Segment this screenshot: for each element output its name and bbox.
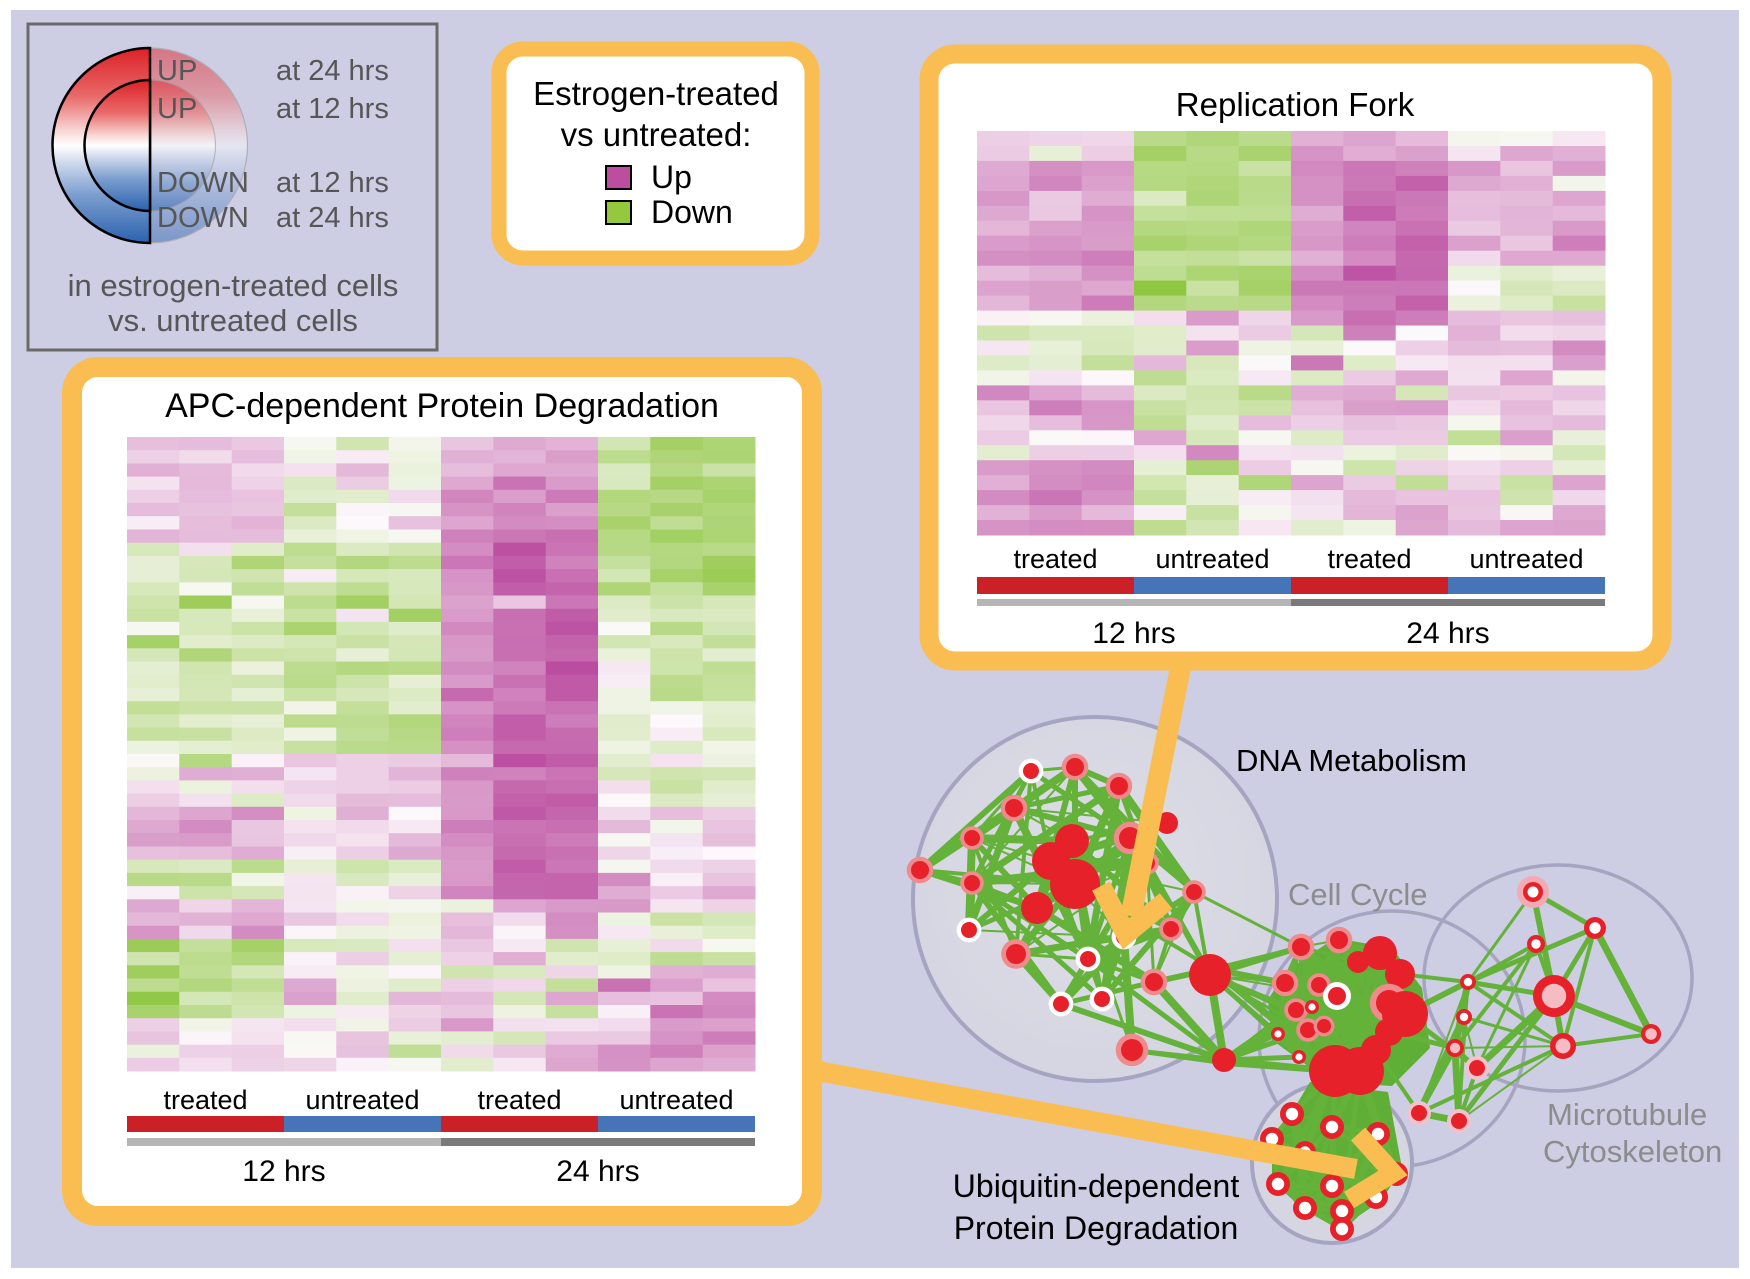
svg-text:UP: UP	[157, 93, 197, 125]
svg-text:in estrogen-treated cells: in estrogen-treated cells	[68, 268, 399, 303]
svg-text:untreated: untreated	[619, 1085, 733, 1115]
svg-text:DNA Metabolism: DNA Metabolism	[1236, 743, 1467, 778]
svg-text:treated: treated	[1327, 544, 1411, 574]
svg-text:at 12 hrs: at 12 hrs	[276, 167, 389, 199]
svg-text:at 24 hrs: at 24 hrs	[276, 55, 389, 87]
svg-text:12 hrs: 12 hrs	[1092, 617, 1175, 650]
svg-text:Up: Up	[651, 159, 692, 195]
svg-text:24 hrs: 24 hrs	[1406, 617, 1489, 650]
svg-text:Microtubule: Microtubule	[1547, 1097, 1707, 1132]
svg-text:treated: treated	[163, 1085, 247, 1115]
svg-text:vs. untreated cells: vs. untreated cells	[108, 303, 358, 338]
svg-text:Cell Cycle: Cell Cycle	[1288, 877, 1428, 912]
svg-text:UP: UP	[157, 55, 197, 87]
svg-text:Down: Down	[651, 194, 733, 230]
svg-text:APC-dependent Protein Degradat: APC-dependent Protein Degradation	[165, 387, 719, 425]
svg-text:24 hrs: 24 hrs	[556, 1155, 639, 1188]
svg-text:DOWN: DOWN	[157, 202, 249, 234]
svg-text:DOWN: DOWN	[157, 167, 249, 199]
svg-text:12 hrs: 12 hrs	[242, 1155, 325, 1188]
svg-text:Protein Degradation: Protein Degradation	[954, 1210, 1239, 1246]
svg-text:untreated: untreated	[305, 1085, 419, 1115]
svg-text:vs untreated:: vs untreated:	[561, 116, 752, 153]
svg-text:at 12 hrs: at 12 hrs	[276, 93, 389, 125]
svg-text:treated: treated	[1013, 544, 1097, 574]
svg-text:Cytoskeleton: Cytoskeleton	[1543, 1134, 1722, 1169]
svg-text:Estrogen-treated: Estrogen-treated	[533, 75, 779, 112]
svg-text:untreated: untreated	[1469, 544, 1583, 574]
svg-text:treated: treated	[477, 1085, 561, 1115]
svg-text:Replication Fork: Replication Fork	[1176, 86, 1415, 123]
svg-text:untreated: untreated	[1155, 544, 1269, 574]
svg-text:at 24 hrs: at 24 hrs	[276, 202, 389, 234]
svg-text:Ubiquitin-dependent: Ubiquitin-dependent	[953, 1168, 1240, 1204]
